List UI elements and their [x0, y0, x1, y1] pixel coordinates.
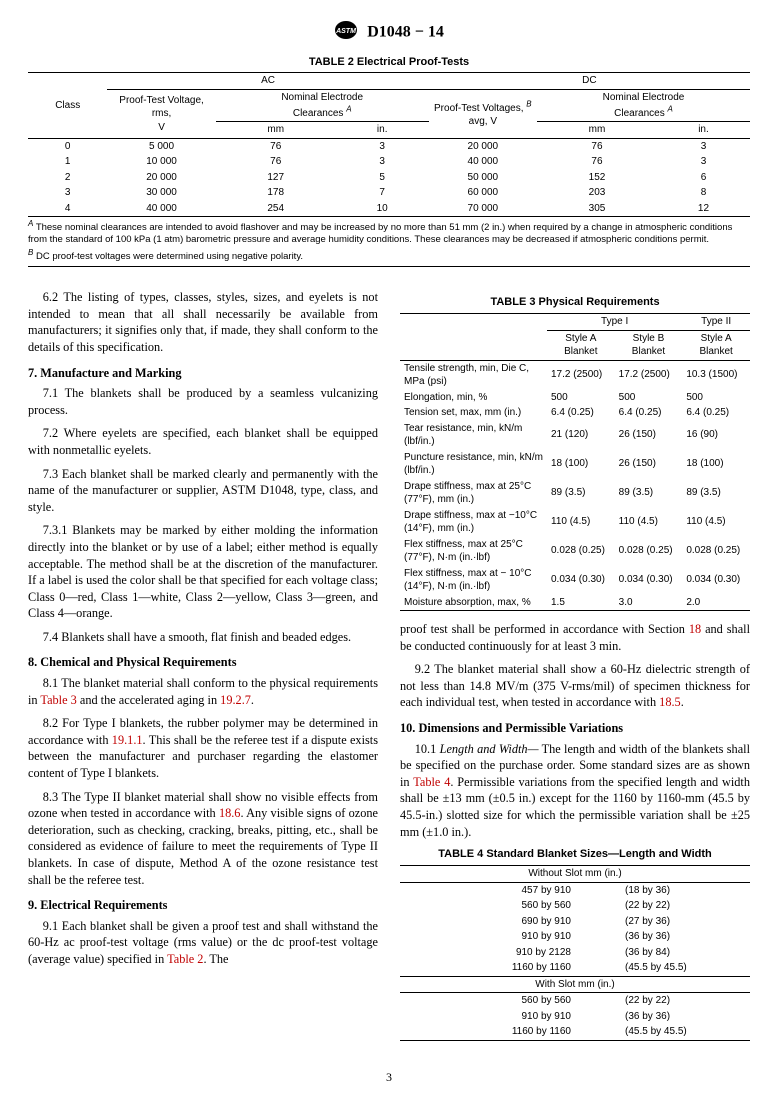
para-7-2: 7.2 Where eyelets are specified, each bl…	[28, 425, 378, 458]
col-dc-volt: Proof-Test Voltages, Bavg, V	[434, 103, 532, 128]
table-row: Moisture absorption, max, % 1.5 3.0 2.0	[400, 595, 750, 611]
section-7-title: 7. Manufacture and Marking	[28, 365, 378, 382]
page-number: 3	[28, 1069, 750, 1085]
table-row: 690 by 910 (27 by 36)	[400, 914, 750, 930]
table-row: 560 by 560 (22 by 22)	[400, 993, 750, 1009]
table2-footnote-b: B DC proof-test voltages were determined…	[28, 248, 750, 263]
para-10-1: 10.1 Length and Width— The length and wi…	[400, 741, 750, 841]
table-row: 3 30 000 178 7 60 000 203 8	[28, 185, 750, 201]
table2-footnote-a: A These nominal clearances are intended …	[28, 219, 750, 246]
col-class: Class	[28, 73, 107, 138]
col-ac-clear: Nominal ElectrodeClearances A	[281, 92, 363, 119]
table-row: Drape stiffness, max at 25°C (77°F), mm …	[400, 479, 750, 508]
ref-19-1-1[interactable]: 19.1.1	[112, 733, 143, 747]
sub-mm-2: mm	[537, 122, 657, 139]
sub-in-1: in.	[336, 122, 429, 139]
para-7-4: 7.4 Blankets shall have a smooth, flat f…	[28, 629, 378, 646]
table-row: Drape stiffness, max at −10°C (14°F), mm…	[400, 508, 750, 537]
ref-18-5[interactable]: 18.5	[659, 695, 681, 709]
ref-table2[interactable]: Table 2	[167, 952, 203, 966]
table-row: 910 by 2128 (36 by 84)	[400, 945, 750, 961]
table-row: Flex stiffness, max at 25°C (77°F), N·m …	[400, 537, 750, 566]
table-row: 1160 by 1160 (45.5 by 45.5)	[400, 1024, 750, 1040]
table-row: 0 5 000 76 3 20 000 76 3	[28, 138, 750, 154]
table-row: Tear resistance, min, kN/m (lbf/in.) 21 …	[400, 421, 750, 450]
h-with-slot: With Slot mm (in.)	[400, 976, 750, 993]
table-row: Elongation, min, % 500 500 500	[400, 390, 750, 406]
section-10-title: 10. Dimensions and Permissible Variation…	[400, 720, 750, 737]
doc-header: ASTM D1048 − 14	[28, 20, 750, 45]
h-without-slot: Without Slot mm (in.)	[400, 866, 750, 883]
table-row: Tensile strength, min, Die C, MPa (psi) …	[400, 360, 750, 390]
table-row: 4 40 000 254 10 70 000 305 12	[28, 201, 750, 217]
para-7-1: 7.1 The blankets shall be produced by a …	[28, 385, 378, 418]
para-9-1-part2: proof test shall be performed in accorda…	[400, 621, 750, 654]
para-7-3: 7.3 Each blanket shall be marked clearly…	[28, 466, 378, 516]
table2-title: TABLE 2 Electrical Proof-Tests	[28, 55, 750, 70]
ref-table3[interactable]: Table 3	[40, 693, 76, 707]
sub-in-2: in.	[657, 122, 750, 139]
ref-18[interactable]: 18	[689, 622, 701, 636]
table2: Class AC DC Proof-Test Voltage,rms,V Nom…	[28, 72, 750, 216]
para-9-1-part1: 9.1 Each blanket shall be given a proof …	[28, 918, 378, 968]
table3-title: TABLE 3 Physical Requirements	[400, 295, 750, 310]
table4-body-without: 457 by 910 (18 by 36) 560 by 560 (22 by …	[400, 882, 750, 976]
ref-table4[interactable]: Table 4	[413, 775, 450, 789]
h-stylea-2: Style ABlanket	[682, 330, 750, 360]
section-9-title: 9. Electrical Requirements	[28, 897, 378, 914]
col-dc-clear: Nominal ElectrodeClearances A	[603, 92, 685, 119]
table-row: 910 by 910 (36 by 36)	[400, 929, 750, 945]
standard-id: D1048 − 14	[367, 24, 444, 41]
table3-body: Tensile strength, min, Die C, MPa (psi) …	[400, 360, 750, 611]
svg-text:ASTM: ASTM	[335, 28, 356, 35]
h-type1: Type I	[547, 314, 682, 331]
table-row: 1160 by 1160 (45.5 by 45.5)	[400, 960, 750, 976]
table-row: Tension set, max, mm (in.) 6.4 (0.25) 6.…	[400, 405, 750, 421]
table-row: 560 by 560 (22 by 22)	[400, 898, 750, 914]
astm-logo-icon: ASTM	[334, 20, 358, 45]
h-styleb: Style BBlanket	[615, 330, 683, 360]
table2-body: 0 5 000 76 3 20 000 76 3 1 10 000 76 3 4…	[28, 138, 750, 216]
table-row: 2 20 000 127 5 50 000 152 6	[28, 170, 750, 186]
table-row: Puncture resistance, min, kN/m (lbf/in.)…	[400, 450, 750, 479]
table4-body-with: 560 by 560 (22 by 22) 910 by 910 (36 by …	[400, 993, 750, 1041]
h-stylea-1: Style ABlanket	[547, 330, 615, 360]
group-dc: DC	[429, 73, 750, 90]
para-9-2: 9.2 The blanket material shall show a 60…	[400, 661, 750, 711]
section-8-title: 8. Chemical and Physical Requirements	[28, 654, 378, 671]
para-8-2: 8.2 For Type I blankets, the rubber poly…	[28, 715, 378, 781]
table-row: 457 by 910 (18 by 36)	[400, 882, 750, 898]
table-row: Flex stiffness, max at − 10°C (14°F), N·…	[400, 566, 750, 595]
table-row: 910 by 910 (36 by 36)	[400, 1009, 750, 1025]
h-type2: Type II	[682, 314, 750, 331]
sub-mm-1: mm	[216, 122, 336, 139]
table4: Without Slot mm (in.) 457 by 910 (18 by …	[400, 865, 750, 1041]
para-6-2: 6.2 The listing of types, classes, style…	[28, 289, 378, 355]
ref-19-2-7[interactable]: 19.2.7	[220, 693, 251, 707]
col-ac-volt: Proof-Test Voltage,rms,V	[119, 95, 204, 133]
table3: Type I Type II Style ABlanket Style BBla…	[400, 313, 750, 611]
para-8-3: 8.3 The Type II blanket material shall s…	[28, 789, 378, 889]
table-row: 1 10 000 76 3 40 000 76 3	[28, 154, 750, 170]
para-8-1: 8.1 The blanket material shall conform t…	[28, 675, 378, 708]
para-7-3-1: 7.3.1 Blankets may be marked by either m…	[28, 522, 378, 622]
table4-title: TABLE 4 Standard Blanket Sizes—Length an…	[400, 847, 750, 862]
group-ac: AC	[107, 73, 428, 90]
ref-18-6[interactable]: 18.6	[219, 806, 241, 820]
